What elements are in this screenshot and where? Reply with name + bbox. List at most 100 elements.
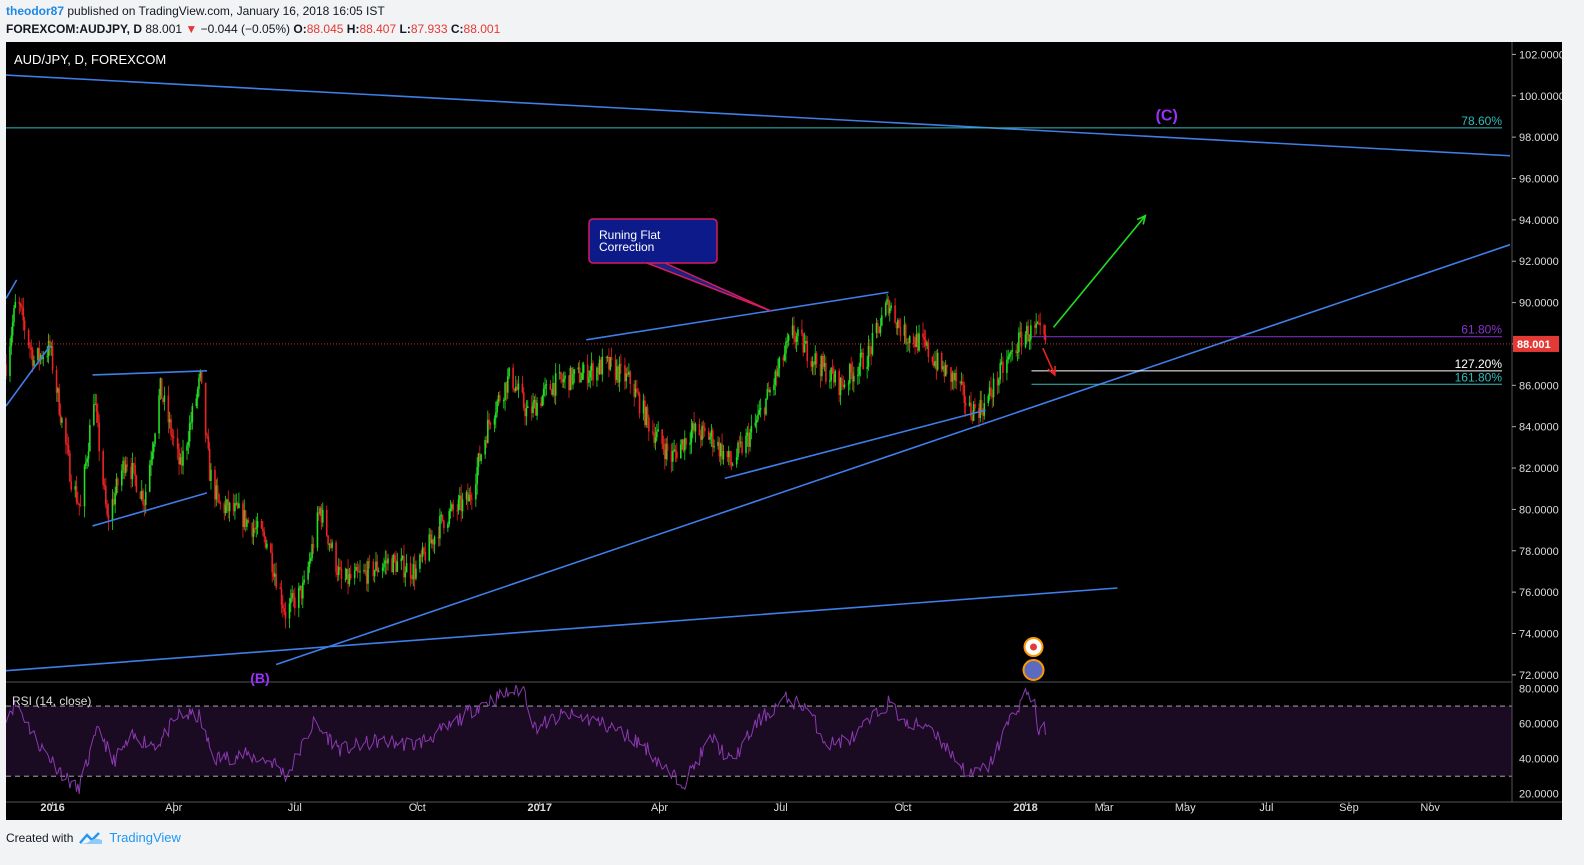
candle-body <box>1006 359 1008 373</box>
candle-body <box>673 449 675 452</box>
trendline[interactable] <box>6 345 51 407</box>
candle-body <box>234 503 236 512</box>
candle-body <box>484 439 486 455</box>
candle-body <box>252 528 255 537</box>
candle-body <box>487 419 489 443</box>
candle-body <box>580 379 582 383</box>
candle-body <box>493 418 496 425</box>
candle-body <box>749 432 751 447</box>
author-link[interactable]: theodor87 <box>6 4 65 18</box>
candle-body <box>113 499 115 505</box>
candle-body <box>372 561 375 577</box>
trendline[interactable] <box>586 291 889 341</box>
candle-body <box>85 462 87 467</box>
candle-body <box>699 435 702 440</box>
candle-body <box>94 403 96 405</box>
trendline[interactable] <box>92 492 208 527</box>
candle-body <box>1008 354 1011 357</box>
candle-body <box>171 434 174 437</box>
tradingview-brand[interactable]: TradingView <box>109 830 181 845</box>
candle-body <box>244 510 247 527</box>
candle-body <box>465 492 468 500</box>
time-tick-label: Nov <box>1420 802 1440 814</box>
candle-body <box>223 503 226 514</box>
trendline[interactable] <box>6 74 1511 157</box>
trendline[interactable] <box>724 409 986 480</box>
candle-body <box>168 419 171 423</box>
candle-body <box>850 364 852 373</box>
candle-body <box>489 422 492 425</box>
candle-body <box>120 470 123 486</box>
candle-body <box>74 486 77 490</box>
candle-body <box>468 494 470 502</box>
candle-body <box>401 555 404 559</box>
chart-area[interactable]: 78.60% 61.80% 127.20% 161.80% RSI (14, clos… <box>6 42 1562 820</box>
last-price: 88.001 <box>145 22 183 36</box>
candle-body <box>805 340 807 344</box>
wave-c-label: (C) <box>1156 108 1178 125</box>
candle-body <box>154 433 156 444</box>
candle-body <box>717 441 719 446</box>
candle-body <box>103 484 106 487</box>
candle-body <box>685 438 687 445</box>
candle-body <box>49 340 51 348</box>
candle-body <box>890 305 892 308</box>
candle-body <box>964 402 967 406</box>
candle-body <box>813 361 815 365</box>
trendline[interactable] <box>6 587 1118 672</box>
candle-body <box>959 381 962 384</box>
candle-body <box>37 348 39 361</box>
candle-body <box>737 442 739 458</box>
event-aud-flag-icon[interactable] <box>1022 659 1045 681</box>
candle-body <box>541 395 544 407</box>
candle-body <box>152 443 155 453</box>
candle-body <box>568 375 570 391</box>
candle-body <box>924 339 927 346</box>
candle-body <box>562 378 565 383</box>
candle-body <box>115 478 118 494</box>
candle-body <box>616 366 618 380</box>
candle-body <box>1010 351 1012 355</box>
projection-arrow[interactable] <box>1042 347 1056 376</box>
candle-body <box>272 572 275 577</box>
candle-body <box>801 329 803 335</box>
candle-body <box>196 388 199 399</box>
candle-body <box>135 476 138 492</box>
candle-body <box>429 534 432 544</box>
candle-body <box>329 543 332 548</box>
candle-body <box>375 561 377 571</box>
candle-body <box>689 442 691 445</box>
candle-body <box>830 367 833 381</box>
candle-body <box>644 400 646 426</box>
candle-body <box>191 406 194 422</box>
time-tick-label: Mar <box>1095 802 1114 814</box>
candle-body <box>195 398 198 407</box>
trendline[interactable] <box>275 243 1511 666</box>
candle-body <box>123 460 126 473</box>
candle-body <box>683 438 686 451</box>
projection-arrow[interactable] <box>1052 215 1146 328</box>
candle-body <box>814 353 817 365</box>
candle-body <box>59 414 62 423</box>
candle-body <box>294 597 296 609</box>
candle-body <box>815 353 818 364</box>
candle-body <box>730 462 733 466</box>
candle-body <box>1034 325 1036 328</box>
chart-svg[interactable]: 78.60% 61.80% 127.20%161.80% RSI (14, clos… <box>6 42 1562 820</box>
candle-body <box>219 503 222 505</box>
fib-level-label: 61.80% <box>1461 323 1502 337</box>
trendline[interactable] <box>92 370 208 376</box>
candle-body <box>1024 334 1027 347</box>
candle-body <box>488 419 490 423</box>
price-tick-label: 76.0000 <box>1519 587 1559 599</box>
created-with-text: Created with <box>6 830 74 845</box>
candle-body <box>320 507 323 523</box>
candle-body <box>321 509 324 523</box>
candle-body <box>176 438 179 449</box>
candle-body <box>907 342 910 344</box>
candle-body <box>415 568 417 579</box>
candle-body <box>387 558 389 564</box>
trendline[interactable] <box>6 279 18 299</box>
candle-body <box>199 370 202 378</box>
